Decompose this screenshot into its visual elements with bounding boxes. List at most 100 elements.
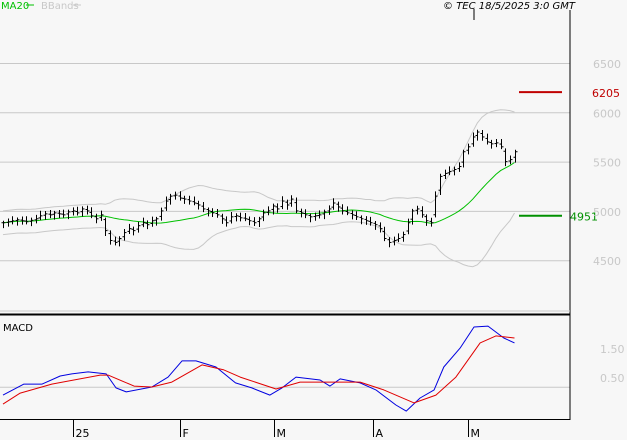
ohlc-bar <box>61 209 66 218</box>
ohlc-bar <box>494 139 499 148</box>
ohlc-bar <box>378 222 383 233</box>
time-tick-label: F <box>183 427 189 440</box>
ohlc-bar <box>131 226 136 236</box>
price-tick-label: 5500 <box>593 157 621 170</box>
ohlc-bar <box>182 195 187 204</box>
ohlc-bar <box>350 210 355 220</box>
ohlc-bar <box>322 209 327 220</box>
ohlc-bar <box>280 196 285 210</box>
ohlc-bar <box>489 139 494 149</box>
ohlc-bar <box>85 205 90 215</box>
legend-ma20: MA20 <box>1 1 29 12</box>
ohlc-bar <box>275 203 280 213</box>
ma20-line <box>2 162 515 224</box>
ohlc-bar <box>373 221 378 230</box>
price-gridlines <box>0 63 570 262</box>
ohlc-bar <box>108 230 113 245</box>
ohlc-bar <box>433 191 438 218</box>
ohlc-bar <box>103 217 108 237</box>
ohlc-bar <box>220 213 225 224</box>
ohlc-bar <box>327 205 332 215</box>
ohlc-bar <box>261 209 266 222</box>
time-tick-label: M <box>277 427 287 440</box>
price-bars <box>1 129 518 248</box>
ohlc-bar <box>210 208 215 218</box>
ohlc-bar <box>252 217 257 226</box>
ohlc-bar <box>127 223 132 235</box>
ohlc-bar <box>480 129 485 141</box>
ohlc-bar <box>24 216 29 225</box>
ohlc-bar <box>154 216 159 226</box>
ohlc-bar <box>57 209 62 219</box>
ohlc-bar <box>466 143 471 155</box>
ohlc-bar <box>257 216 262 227</box>
ohlc-bar <box>266 206 271 216</box>
time-tick-label: A <box>376 427 384 440</box>
ohlc-bar <box>503 148 508 167</box>
ohlc-bar <box>294 197 299 214</box>
ohlc-bar <box>99 210 104 221</box>
support-label: 4951 <box>570 211 598 224</box>
bbands-upper <box>2 109 515 212</box>
resistance-label: 6205 <box>592 87 620 100</box>
ohlc-bar <box>178 191 183 201</box>
ohlc-bar <box>113 236 118 246</box>
ohlc-bar <box>192 196 197 206</box>
ohlc-bar <box>224 216 229 227</box>
ohlc-bar <box>215 208 220 218</box>
ohlc-bar <box>234 213 239 222</box>
ohlc-bar <box>317 210 322 219</box>
ohlc-bar <box>34 214 39 224</box>
ohlc-bar <box>475 129 480 141</box>
bollinger-bands <box>2 109 515 268</box>
ohlc-bar <box>38 210 43 221</box>
ohlc-bar <box>289 195 294 207</box>
ohlc-bar <box>150 216 155 227</box>
ohlc-bar <box>410 208 415 225</box>
legend-bbands: BBands <box>41 1 79 12</box>
macd-tick-label: 0.50 <box>600 372 625 385</box>
price-tick-label: 6500 <box>593 58 621 71</box>
ohlc-bar <box>206 207 211 217</box>
signal-line <box>2 335 515 405</box>
price-tick-label: 6000 <box>593 107 621 120</box>
ohlc-bar <box>499 138 504 150</box>
ohlc-bar <box>52 210 57 220</box>
ohlc-bar <box>303 209 308 219</box>
ohlc-bar <box>447 166 452 176</box>
ohlc-bar <box>117 236 122 247</box>
ohlc-bar <box>238 212 243 222</box>
ohlc-bar <box>20 216 25 225</box>
time-tick-label: 25 <box>76 427 90 440</box>
ohlc-bar <box>392 236 397 246</box>
ohlc-bar <box>15 217 20 226</box>
ohlc-bar <box>89 207 94 219</box>
time-tick-label: M <box>471 427 481 440</box>
price-tick-label: 4500 <box>593 255 621 268</box>
ohlc-bar <box>438 173 443 195</box>
ohlc-bar <box>354 211 359 221</box>
copyright: © TEC 18/5/2025 3:0 GMT <box>443 1 576 12</box>
ohlc-bar <box>6 218 11 227</box>
ohlc-bar <box>80 206 85 217</box>
ohlc-bar <box>94 213 99 224</box>
ohlc-bar <box>43 210 48 220</box>
ohlc-bar <box>396 233 401 243</box>
ohlc-bar <box>415 205 420 215</box>
price-axis: 6500 6000 5500 5000 4500 <box>593 58 621 268</box>
ohlc-bar <box>513 149 518 163</box>
price-tick-label: 5000 <box>593 206 621 219</box>
ohlc-bar <box>243 212 248 222</box>
ohlc-bar <box>201 201 206 213</box>
ohlc-bar <box>508 155 513 165</box>
ohlc-bar <box>457 162 462 172</box>
ohlc-bar <box>271 203 276 215</box>
ohlc-bar <box>285 199 290 210</box>
ohlc-bar <box>48 209 53 219</box>
ohlc-bar <box>471 132 476 147</box>
macd-line <box>2 325 515 412</box>
macd-tick-label: 1.50 <box>600 343 625 356</box>
macd-label: MACD <box>3 323 33 334</box>
ohlc-bar <box>75 206 80 216</box>
